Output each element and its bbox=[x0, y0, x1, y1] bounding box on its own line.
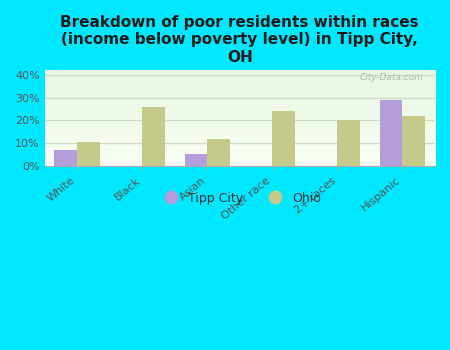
Bar bbox=[207, 139, 230, 166]
Bar bbox=[272, 111, 295, 166]
Text: City-Data.com: City-Data.com bbox=[359, 73, 423, 82]
Bar bbox=[380, 100, 402, 166]
Legend: Tipp City, Ohio: Tipp City, Ohio bbox=[153, 187, 326, 210]
Bar bbox=[142, 107, 165, 166]
Bar bbox=[338, 120, 360, 166]
Bar bbox=[184, 154, 207, 166]
Title: Breakdown of poor residents within races
(income below poverty level) in Tipp Ci: Breakdown of poor residents within races… bbox=[60, 15, 419, 65]
Bar bbox=[77, 142, 100, 166]
Bar bbox=[402, 116, 425, 166]
Bar bbox=[54, 150, 77, 166]
